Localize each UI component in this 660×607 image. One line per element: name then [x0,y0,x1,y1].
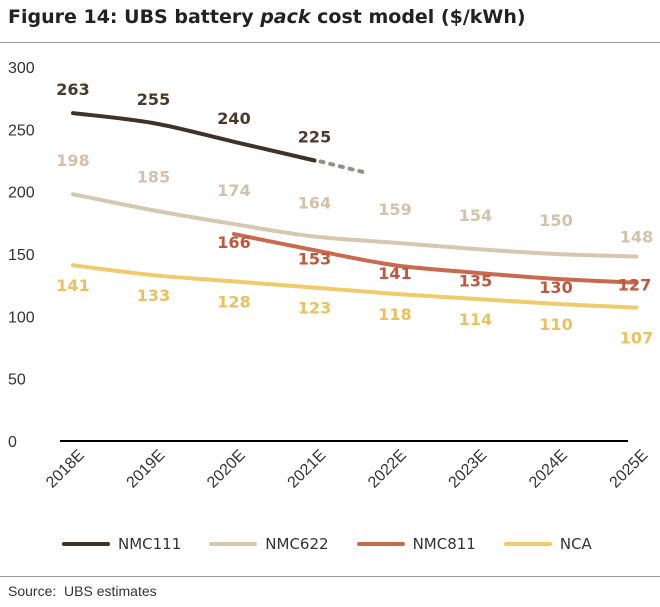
legend-swatch-nmc811 [356,542,405,546]
data-label-nmc811-2022e: 141 [378,264,411,283]
title-prefix: Figure 14: UBS battery [8,6,261,28]
legend-swatch-nmc111 [62,542,110,546]
legend-swatch-nca [503,542,552,546]
x-tick-label-2023e: 2023E [446,447,491,492]
series-line-nmc811 [232,232,639,285]
data-label-nmc622-2018e: 198 [56,151,89,170]
data-label-nmc622-2023e: 154 [459,206,492,225]
chart-legend: NMC111 NMC622 NMC811 NCA [62,532,620,556]
y-tick-label-0: 0 [8,434,17,451]
data-label-nmc622-2025e: 148 [620,227,653,246]
series-extension-nmc111 [318,159,369,175]
y-tick-label-100: 100 [8,309,35,326]
data-label-nca-2020e: 128 [217,292,250,311]
legend-item-nmc811: NMC811 [356,535,476,553]
data-label-nmc811-2021e: 153 [298,249,331,268]
data-label-nmc622-2022e: 159 [378,200,411,219]
x-tick-label-2021e: 2021E [285,447,330,492]
y-tick-label-200: 200 [8,185,35,202]
x-tick-label-2025e: 2025E [607,447,652,492]
data-label-nmc111-2018e: 263 [56,80,89,99]
legend-item-nmc111: NMC111 [62,535,181,553]
title-emphasis: pack [260,6,311,28]
data-label-nca-2023e: 114 [459,310,492,329]
title-suffix: cost model ($/kWh) [310,6,526,28]
legend-label-nca: NCA [559,535,592,553]
data-label-nmc811-2025e: 127 [618,276,651,295]
legend-item-nca: NCA [503,535,592,553]
x-tick-label-2018e: 2018E [43,447,88,492]
data-label-nmc622-2020e: 174 [217,181,250,200]
series-line-nca [71,263,639,310]
data-label-nmc811-2023e: 135 [459,272,492,291]
data-label-nca-2021e: 123 [298,299,331,318]
y-tick-label-250: 250 [8,122,35,139]
legend-label-nmc811: NMC811 [412,535,476,553]
series-line-nmc111 [71,111,317,163]
x-tick-label-2022e: 2022E [365,447,410,492]
data-label-nmc622-2024e: 150 [539,211,572,230]
data-label-nmc111-2019e: 255 [137,90,170,109]
data-label-nca-2022e: 118 [378,305,411,324]
y-tick-label-300: 300 [8,60,35,77]
x-tick-label-2024e: 2024E [526,447,571,492]
data-label-nca-2025e: 107 [620,329,653,348]
legend-swatch-nmc622 [209,542,258,546]
legend-item-nmc622: NMC622 [209,535,329,553]
x-tick-label-2019e: 2019E [124,447,169,492]
legend-label-nmc111: NMC111 [118,535,182,553]
data-label-nmc111-2020e: 240 [217,109,250,128]
series-line-nmc622 [71,192,639,259]
data-label-nca-2019e: 133 [137,286,170,305]
chart-title: Figure 14: UBS battery pack cost model (… [8,6,526,28]
source-note: Source: UBS estimates [8,583,157,599]
data-label-nmc811-2024e: 130 [539,278,572,297]
data-label-nmc811-2020e: 166 [217,233,250,252]
footer-divider [0,576,660,577]
y-tick-label-150: 150 [8,247,35,264]
title-divider [0,42,660,43]
legend-label-nmc622: NMC622 [265,535,329,553]
data-label-nmc622-2019e: 185 [137,167,170,186]
y-tick-label-50: 50 [8,372,26,389]
data-label-nmc622-2021e: 164 [298,194,331,213]
x-tick-label-2020e: 2020E [204,447,249,492]
data-label-nca-2024e: 110 [539,315,572,334]
data-label-nca-2018e: 141 [56,276,89,295]
data-label-nmc111-2021e: 225 [298,128,331,147]
